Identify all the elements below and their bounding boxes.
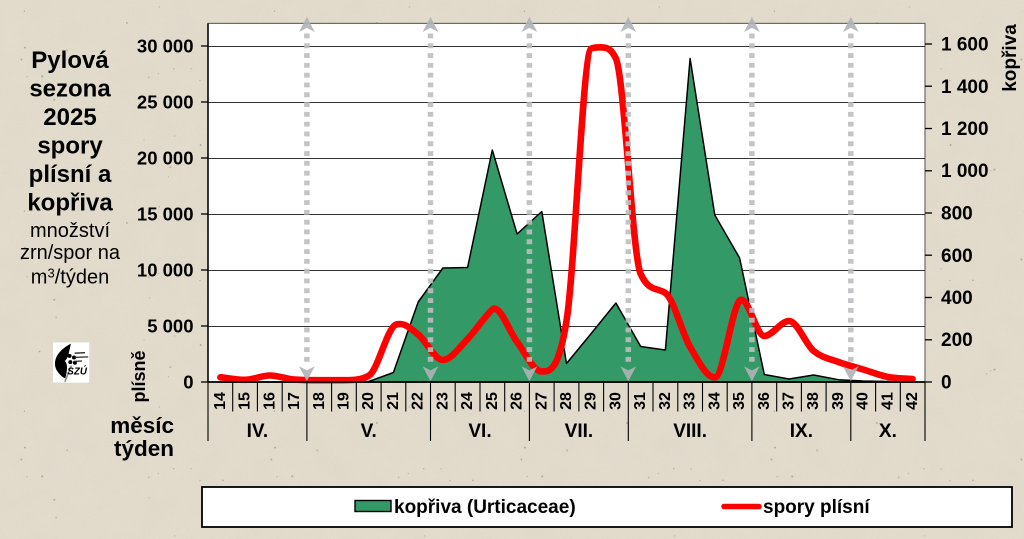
svg-text:41: 41 [879,392,896,410]
svg-text:200: 200 [941,330,973,351]
svg-text:34: 34 [706,392,723,410]
svg-text:plísně: plísně [129,350,149,402]
svg-text:20 000: 20 000 [137,148,194,169]
svg-text:26: 26 [509,392,526,410]
svg-text:VI.: VI. [468,421,491,442]
svg-text:VII.: VII. [565,421,594,442]
svg-text:18: 18 [311,392,328,410]
svg-text:800: 800 [941,204,973,225]
svg-text:38: 38 [805,392,822,410]
svg-text:37: 37 [781,392,798,410]
svg-text:1 400: 1 400 [941,77,989,98]
svg-text:21: 21 [385,392,402,410]
svg-text:28: 28 [558,392,575,410]
svg-text:kopřiva: kopřiva [27,190,113,217]
svg-text:36: 36 [756,392,773,410]
svg-text:Pylová: Pylová [31,47,109,74]
svg-text:35: 35 [731,392,748,410]
svg-text:0: 0 [941,373,952,394]
svg-text:kopřiva: kopřiva [1000,24,1021,92]
svg-text:0: 0 [183,372,193,393]
svg-text:1 200: 1 200 [941,119,989,140]
svg-text:SZÚ: SZÚ [67,366,88,378]
svg-text:V.: V. [361,421,377,442]
svg-text:měsíc: měsíc [110,413,174,438]
svg-text:20: 20 [360,392,377,410]
svg-text:30: 30 [607,392,624,410]
svg-text:VIII.: VIII. [673,421,707,442]
svg-text:39: 39 [830,392,847,410]
svg-text:1 600: 1 600 [941,35,989,56]
svg-text:spory: spory [37,133,103,160]
svg-text:17: 17 [286,392,303,410]
svg-text:400: 400 [941,288,973,309]
svg-text:23: 23 [434,392,451,410]
svg-text:31: 31 [632,392,649,410]
svg-text:kopřiva (Urticaceae): kopřiva (Urticaceae) [394,497,576,518]
svg-text:plísní a: plísní a [29,161,112,188]
svg-text:15: 15 [237,392,254,410]
svg-text:42: 42 [904,392,921,410]
svg-text:zrn/spor na: zrn/spor na [20,242,121,264]
svg-text:množství: množství [30,220,110,242]
svg-text:spory plísní: spory plísní [763,497,870,518]
svg-text:14: 14 [212,392,229,410]
svg-text:32: 32 [657,392,674,410]
svg-text:600: 600 [941,246,973,267]
svg-text:22: 22 [410,392,427,410]
svg-text:týden: týden [114,436,174,461]
svg-text:25 000: 25 000 [137,92,194,113]
svg-text:IX.: IX. [790,421,813,442]
svg-text:IV.: IV. [247,421,269,442]
svg-text:40: 40 [855,392,872,410]
svg-text:25: 25 [484,392,501,410]
svg-text:1 000: 1 000 [941,161,989,182]
svg-text:15 000: 15 000 [137,204,194,225]
svg-text:33: 33 [682,392,699,410]
svg-text:m3/týden: m3/týden [31,266,109,289]
svg-text:29: 29 [583,392,600,410]
svg-text:X.: X. [879,421,897,442]
svg-text:30 000: 30 000 [137,36,194,57]
svg-text:sezona: sezona [29,76,111,103]
svg-text:27: 27 [533,392,550,410]
svg-text:24: 24 [459,392,476,410]
svg-text:16: 16 [261,392,278,410]
svg-text:2025: 2025 [43,104,96,131]
svg-text:10 000: 10 000 [137,260,194,281]
svg-text:5 000: 5 000 [147,316,193,337]
svg-text:19: 19 [336,392,353,410]
